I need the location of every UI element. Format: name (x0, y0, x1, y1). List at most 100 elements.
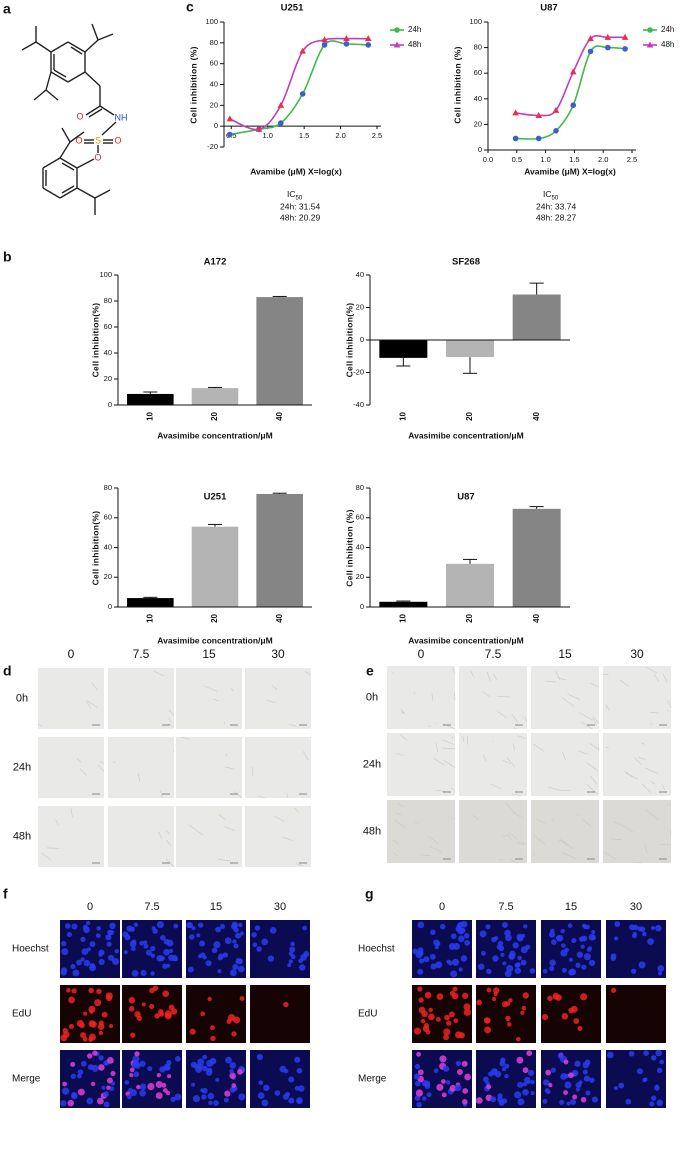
nucleus (107, 1056, 114, 1064)
y-tick-label: 80 (104, 483, 112, 492)
nucleus (475, 1097, 483, 1104)
nucleus (263, 1084, 270, 1092)
nucleus (455, 1060, 462, 1067)
nucleus (150, 953, 156, 958)
nucleus (583, 1075, 591, 1082)
texture (490, 783, 502, 790)
texture (507, 834, 512, 840)
nucleus (238, 922, 243, 928)
nucleus (443, 1028, 451, 1036)
nucleus (208, 1100, 213, 1106)
nucleus (77, 1088, 85, 1096)
nucleus (504, 929, 511, 937)
nucleus (433, 1068, 439, 1073)
nucleus (526, 1050, 533, 1057)
nucleus (235, 958, 242, 965)
marker (255, 125, 263, 132)
nucleus (561, 1013, 569, 1020)
annotation-subscript: 50 (296, 195, 303, 201)
panel-label: g (365, 886, 374, 902)
texture (582, 819, 592, 828)
y-axis-label: Cell inhibition(%) (90, 511, 100, 586)
x-tick-label: 10 (398, 613, 407, 622)
nucleus (294, 1056, 301, 1063)
nucleus (88, 1037, 94, 1042)
texture (168, 709, 175, 716)
micrograph (459, 733, 527, 796)
nucleus (150, 945, 156, 952)
nucleus (237, 965, 245, 973)
nucleus (460, 927, 466, 934)
nucleus (520, 1010, 525, 1015)
texture (70, 807, 73, 818)
nucleus (416, 1101, 422, 1108)
texture (85, 700, 92, 709)
texture (509, 858, 518, 864)
nucleus (428, 1007, 433, 1013)
x-tick-label: 10 (145, 613, 154, 622)
nucleus (136, 1015, 142, 1021)
texture (496, 695, 511, 698)
nucleus (96, 926, 101, 931)
nucleus (563, 1059, 569, 1065)
texture (153, 671, 164, 677)
nucleus (418, 997, 424, 1003)
nucleus (131, 969, 139, 977)
nucleus (145, 949, 152, 956)
micrograph (606, 985, 666, 1043)
nucleus (497, 940, 504, 947)
nucleus (98, 1055, 104, 1061)
marker (587, 35, 594, 42)
nucleus (150, 971, 155, 976)
nucleus (139, 1060, 146, 1067)
nucleus (231, 1083, 237, 1088)
bar (256, 493, 303, 607)
nucleus (210, 1035, 216, 1042)
nucleus (111, 1081, 116, 1086)
texture (266, 700, 276, 704)
column-label: 7.5 (485, 647, 502, 661)
texture (580, 721, 593, 730)
nucleus (122, 931, 129, 938)
texture (257, 795, 266, 799)
nucleus (574, 1060, 581, 1067)
nucleus (106, 1085, 111, 1090)
nucleus (545, 1069, 552, 1076)
nucleus (97, 1097, 104, 1105)
nucleus (107, 954, 115, 961)
texture (605, 704, 610, 711)
micrograph (541, 985, 601, 1043)
nucleus (62, 1031, 70, 1039)
texture (393, 819, 407, 829)
nucleus (168, 954, 175, 961)
texture (667, 700, 672, 709)
panel-label: e (366, 663, 374, 679)
nucleus (285, 1091, 290, 1097)
nucleus (80, 1032, 87, 1039)
nucleus (542, 968, 548, 974)
nucleus (551, 939, 557, 945)
atom-label: S (95, 135, 101, 145)
nucleus (581, 964, 587, 970)
x-tick-label: 40 (275, 411, 284, 420)
nucleus (522, 1089, 529, 1096)
nucleus (103, 1101, 110, 1108)
marker (365, 42, 372, 48)
nucleus (542, 1098, 548, 1104)
nucleus (585, 924, 590, 930)
nucleus (555, 994, 562, 1001)
nucleus (442, 1065, 450, 1072)
nucleus (504, 1063, 510, 1069)
texture (518, 735, 528, 740)
texture (166, 839, 172, 847)
nucleus (254, 925, 261, 931)
nucleus (424, 991, 432, 999)
texture (462, 735, 465, 743)
micrograph (603, 666, 671, 729)
texture (97, 764, 105, 772)
nucleus (614, 921, 621, 927)
nucleus (561, 943, 566, 948)
nucleus (493, 1068, 498, 1074)
nucleus (92, 1050, 98, 1056)
nucleus (222, 952, 229, 958)
